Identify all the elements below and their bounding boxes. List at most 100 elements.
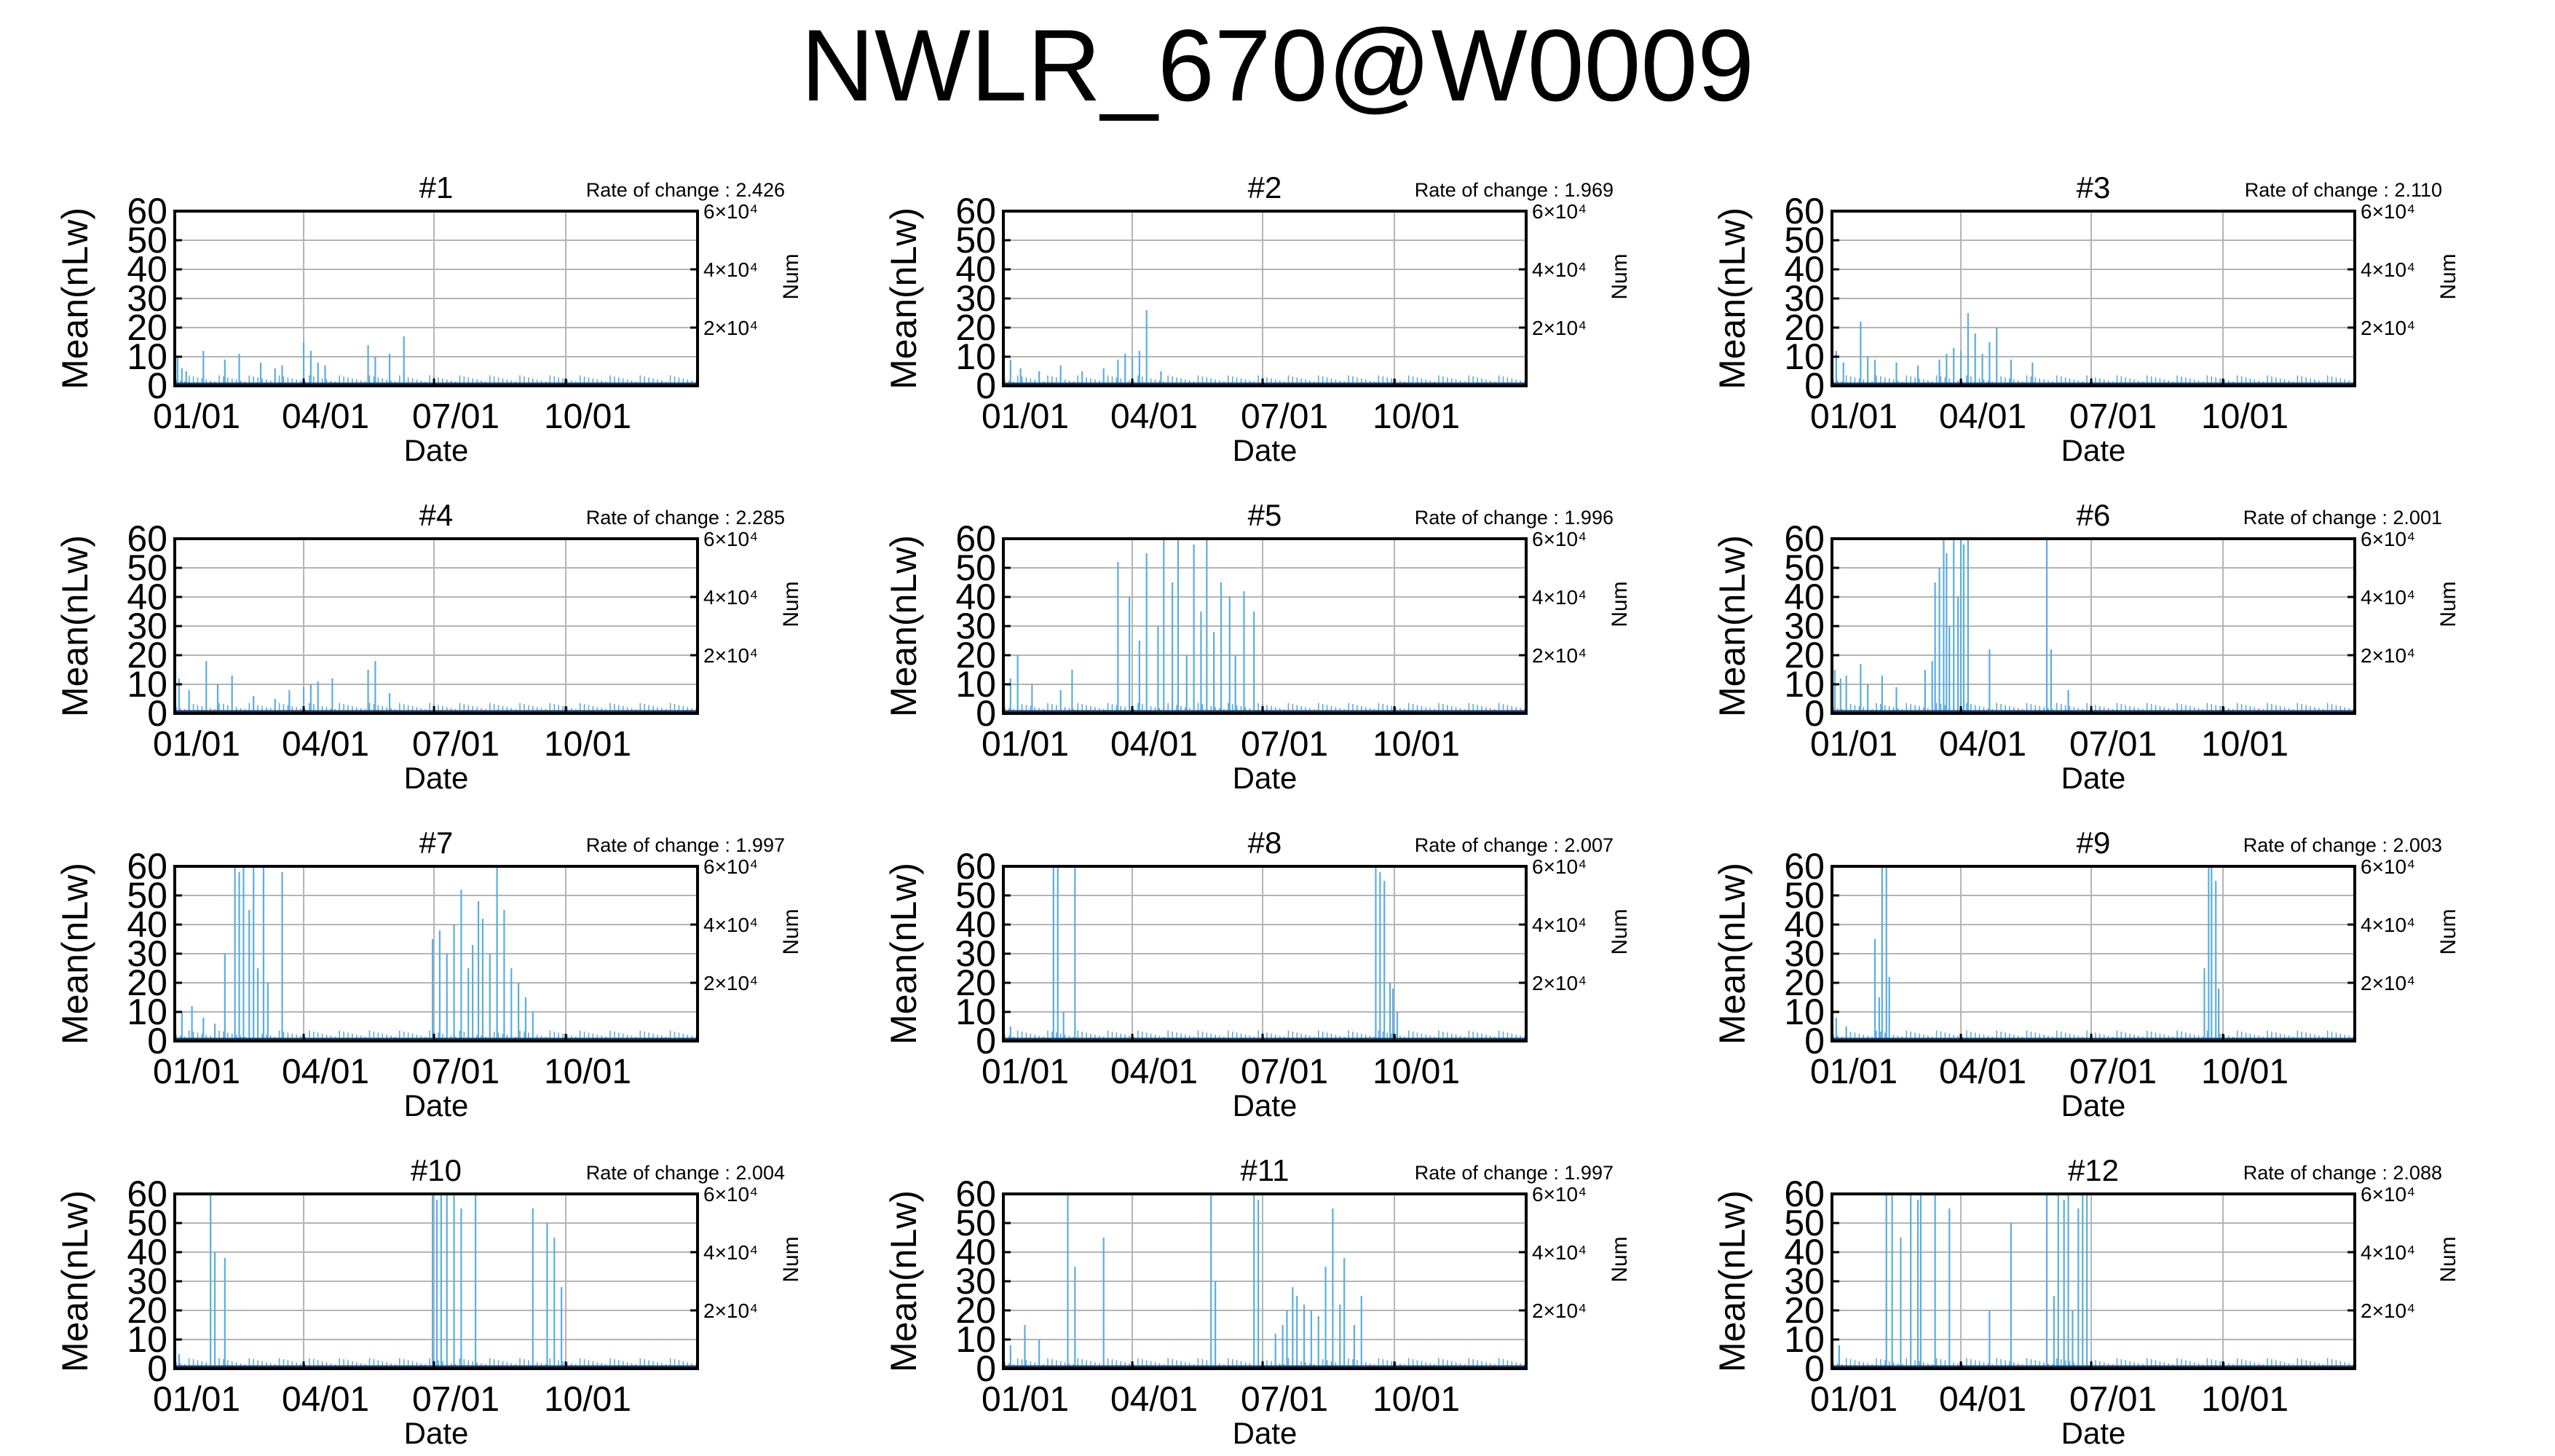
panel-title: #6 [2077,498,2111,532]
y-tick-label: 10 [127,1319,167,1360]
x-tick-label: 07/01 [412,1380,499,1419]
x-tick-label: 07/01 [1241,1380,1328,1419]
x-tick-label: 01/01 [1810,397,1898,436]
y2-tick-label: 6×10⁴ [703,200,758,223]
rate-of-change-label: Rate of change : 1.969 [1415,179,1614,201]
x-tick-label: 10/01 [1373,1053,1460,1091]
y-tick-label: 40 [955,249,996,290]
y-tick-label: 10 [127,664,167,705]
y-tick-label: 10 [955,992,996,1032]
y-tick-label: 30 [127,606,167,646]
y2-tick-label: 2×10⁴ [703,972,758,994]
y-tick-label: 50 [1784,547,1825,588]
y2-tick-label: 6×10⁴ [703,1183,758,1206]
y2-tick-label: 2×10⁴ [2361,972,2415,994]
x-tick-label: 10/01 [544,1380,631,1419]
x-tick-label: 01/01 [153,397,240,436]
y-tick-label: 60 [955,1174,996,1214]
y-axis-label: Mean(nLw) [1712,863,1753,1045]
y-tick-label: 30 [1784,1261,1825,1302]
y-tick-label: 60 [127,518,167,559]
y2-tick-label: 2×10⁴ [1532,972,1587,994]
y2-axis-label: Num [2436,1236,2460,1282]
x-tick-label: 04/01 [282,397,369,436]
rate-of-change-label: Rate of change : 2.003 [2243,834,2442,856]
y2-axis-label: Num [2436,581,2460,627]
x-tick-label: 04/01 [1939,725,2026,764]
y-tick-label: 20 [955,962,996,1003]
y-tick-label: 60 [955,191,996,232]
x-axis-label: Date [404,1416,469,1450]
y2-tick-label: 6×10⁴ [703,528,758,550]
panel-title: #9 [2077,826,2111,860]
y-tick-label: 40 [127,1232,167,1273]
y2-tick-label: 2×10⁴ [2361,317,2415,339]
y2-tick-label: 4×10⁴ [1532,586,1587,609]
panel-title: #10 [411,1153,462,1187]
y2-tick-label: 6×10⁴ [2361,1183,2415,1206]
y-tick-label: 0 [976,1021,996,1061]
y2-tick-label: 4×10⁴ [703,258,758,281]
y2-tick-label: 2×10⁴ [1532,317,1587,339]
y-tick-label: 60 [955,518,996,559]
y-tick-label: 30 [955,278,996,319]
y2-axis-label: Num [779,581,803,627]
x-tick-label: 01/01 [1810,725,1898,764]
y2-tick-label: 4×10⁴ [1532,914,1587,936]
y-tick-label: 40 [127,904,167,945]
y-tick-label: 20 [1784,635,1825,676]
y2-axis-label: Num [1608,909,1632,954]
rate-of-change-label: Rate of change : 2.285 [586,507,785,529]
y-tick-label: 30 [127,278,167,319]
x-tick-label: 10/01 [544,725,631,764]
x-tick-label: 01/01 [1810,1380,1898,1419]
y-tick-label: 40 [955,577,996,617]
y-tick-label: 10 [955,664,996,705]
panel-title: #2 [1248,170,1282,205]
x-tick-label: 01/01 [153,1053,240,1091]
y-tick-label: 0 [147,1348,167,1389]
x-tick-label: 04/01 [1110,397,1198,436]
y-tick-label: 10 [127,336,167,377]
y2-axis-label: Num [2436,909,2460,954]
y-tick-label: 30 [955,933,996,974]
y-tick-label: 30 [1784,933,1825,974]
y-tick-label: 30 [127,933,167,974]
x-axis-label: Date [1233,433,1298,467]
y2-tick-label: 6×10⁴ [1532,528,1587,550]
x-axis-label: Date [404,433,469,467]
y2-tick-label: 6×10⁴ [1532,200,1587,223]
rate-of-change-label: Rate of change : 2.001 [2243,507,2442,529]
x-tick-label: 04/01 [1939,397,2026,436]
x-axis-label: Date [404,761,469,795]
x-tick-label: 07/01 [1241,1053,1328,1091]
y2-tick-label: 2×10⁴ [2361,644,2415,667]
y-tick-label: 30 [1784,606,1825,646]
y-tick-label: 40 [127,249,167,290]
y-tick-label: 0 [147,365,167,406]
x-tick-label: 07/01 [1241,725,1328,764]
y-tick-label: 20 [127,962,167,1003]
y2-tick-label: 6×10⁴ [2361,528,2415,550]
y2-axis-label: Num [1608,1236,1632,1282]
x-tick-label: 10/01 [544,1053,631,1091]
y2-tick-label: 4×10⁴ [2361,914,2415,936]
y-tick-label: 20 [1784,307,1825,348]
y-tick-label: 60 [1784,191,1825,232]
panel-title: #11 [1241,1153,1290,1187]
y-tick-label: 0 [1804,365,1825,406]
y-tick-label: 50 [127,875,167,916]
panel-title: #7 [419,826,454,860]
x-tick-label: 07/01 [2069,1053,2157,1091]
x-tick-label: 04/01 [282,1053,369,1091]
y2-tick-label: 6×10⁴ [2361,200,2415,223]
y2-tick-label: 2×10⁴ [703,644,758,667]
y-tick-label: 20 [955,635,996,676]
y-tick-label: 50 [1784,1203,1825,1243]
y-tick-label: 20 [127,635,167,676]
y2-axis-label: Num [779,253,803,299]
